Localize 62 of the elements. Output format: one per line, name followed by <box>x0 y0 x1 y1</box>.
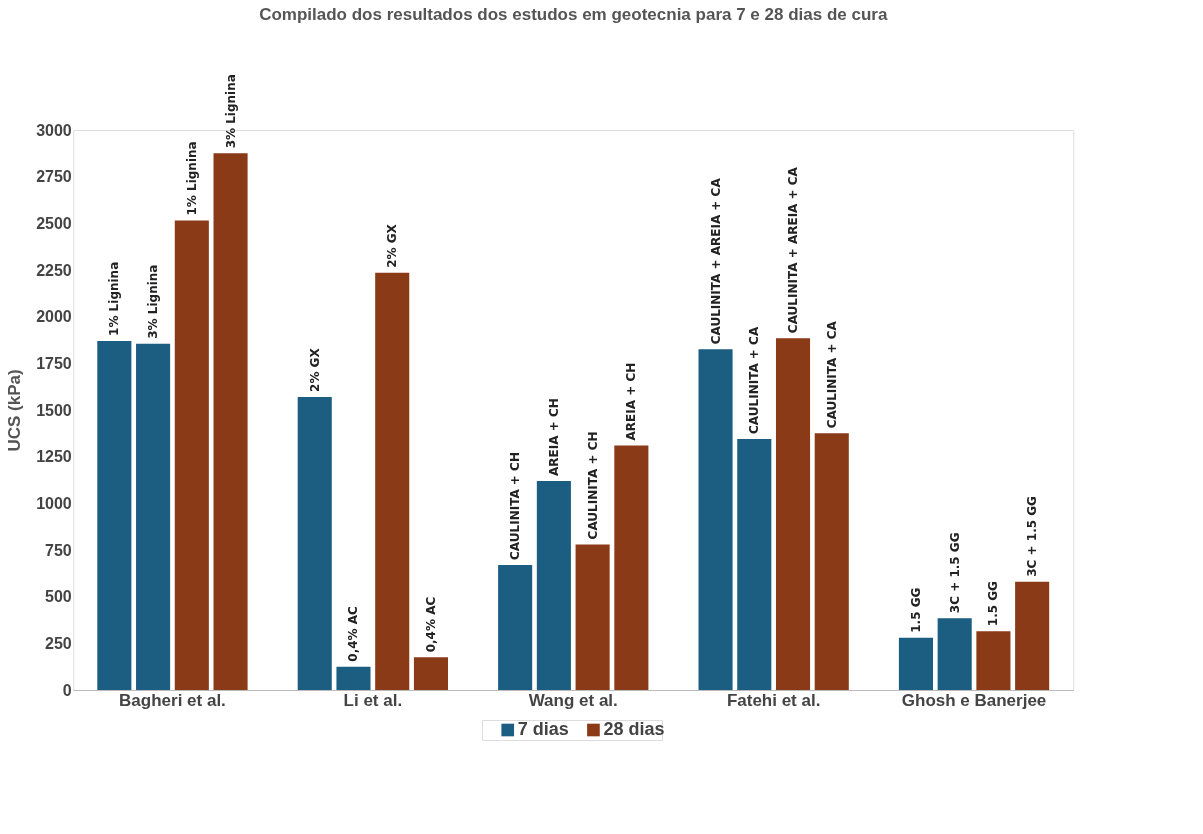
bar <box>814 433 849 690</box>
annotation: CAULINITA + CH <box>585 431 600 540</box>
y-axis-title: UCS (kPa) <box>5 369 25 452</box>
y-tick-label: 0 <box>62 681 72 699</box>
x-tick-label: Fatehi et al. <box>726 690 821 710</box>
bar <box>174 220 209 690</box>
annotation: CAULINITA + AREIA + CA <box>786 166 801 334</box>
annotation: CAULINITA + AREIA + CA <box>708 177 723 345</box>
bar <box>937 618 972 690</box>
annotation: 1.5 GG <box>908 587 923 633</box>
bar <box>498 564 533 690</box>
bar <box>536 480 571 690</box>
y-tick-label: 2000 <box>36 308 72 326</box>
bar <box>336 666 371 690</box>
bar <box>737 438 772 690</box>
y-tick-label: 750 <box>45 541 72 559</box>
y-tick-label: 2500 <box>36 214 72 232</box>
annotation: 3% Lignina <box>146 264 161 339</box>
annotation: 0,4% AC <box>423 596 438 653</box>
bar <box>136 343 171 690</box>
annotation: 2% GX <box>385 223 400 268</box>
legend-label: 7 dias <box>517 719 569 739</box>
annotation: CAULINITA + CH <box>508 452 523 560</box>
y-tick-label: 2750 <box>36 168 72 186</box>
chart-title: Compilado dos resultados dos estudos em geotecnia para 7 e 28 dias de cura <box>259 5 888 25</box>
x-tick-label: Ghosh e Banerjee <box>901 690 1047 710</box>
annotation: 1.5 GG <box>986 581 1001 627</box>
annotation: CAULINITA + CA <box>747 326 762 434</box>
annotation: CAULINITA + CA <box>824 320 839 429</box>
bar <box>213 153 248 690</box>
annotation: 3C + 1.5 GG <box>1025 496 1040 577</box>
y-tick-label: 1250 <box>36 448 72 466</box>
annotation: 0,4% AC <box>346 605 361 662</box>
y-tick-label: 3000 <box>36 121 72 139</box>
y-tick-label: 500 <box>45 588 72 606</box>
y-tick-label: 1000 <box>36 494 72 512</box>
bar <box>614 445 649 690</box>
annotation: 3% Lignina <box>223 74 238 149</box>
bar <box>698 349 733 690</box>
y-tick-label: 2250 <box>36 261 72 279</box>
annotation: 1% Lignina <box>184 141 199 216</box>
annotation: 2% GX <box>307 347 322 392</box>
y-tick-label: 1500 <box>36 401 72 419</box>
bar <box>775 338 811 690</box>
bar <box>976 631 1011 690</box>
bar <box>413 657 448 690</box>
bar <box>97 340 132 690</box>
x-tick-label: Wang et al. <box>528 690 618 710</box>
bar <box>898 637 933 690</box>
x-tick-label: Bagheri et al. <box>119 690 226 710</box>
bar <box>1015 581 1050 690</box>
bar <box>575 544 610 690</box>
x-tick-label: Li et al. <box>343 690 403 710</box>
y-tick-label: 250 <box>45 634 72 652</box>
legend-label: 28 dias <box>603 719 665 739</box>
annotation: AREIA + CH <box>546 398 561 476</box>
annotation: 3C + 1.5 GG <box>947 532 962 614</box>
y-tick-label: 1750 <box>36 354 72 372</box>
bar <box>297 396 332 690</box>
bar <box>375 272 410 690</box>
annotation: 1% Lignina <box>107 261 122 336</box>
annotation: AREIA + CH <box>624 362 639 441</box>
